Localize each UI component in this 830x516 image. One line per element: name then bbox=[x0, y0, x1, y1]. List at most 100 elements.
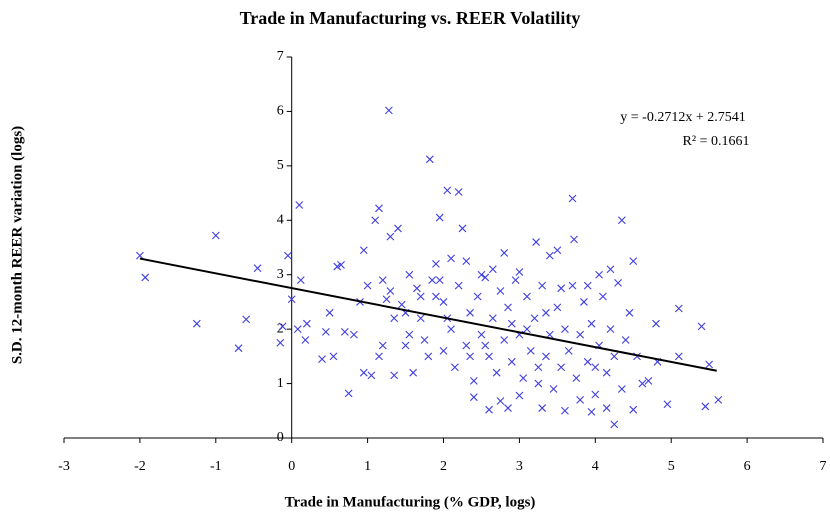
point bbox=[549, 385, 558, 393]
point bbox=[617, 216, 626, 225]
point bbox=[515, 391, 524, 400]
y-tick-label: 7 bbox=[277, 49, 284, 64]
x-tick-label: -2 bbox=[134, 459, 146, 474]
point bbox=[466, 308, 474, 317]
point bbox=[485, 352, 493, 361]
point bbox=[545, 251, 554, 260]
point bbox=[367, 371, 376, 380]
point bbox=[234, 344, 243, 353]
x-tick-label: 6 bbox=[744, 459, 751, 474]
point bbox=[583, 281, 592, 290]
point bbox=[488, 314, 497, 323]
point bbox=[340, 327, 349, 336]
x-tick-label: 2 bbox=[440, 459, 447, 474]
point bbox=[450, 363, 459, 372]
point bbox=[477, 270, 486, 279]
point bbox=[523, 325, 531, 334]
point bbox=[504, 303, 512, 312]
trend-equation: y = -0.2712x + 2.7541 bbox=[620, 110, 745, 125]
y-tick-label: 5 bbox=[277, 158, 284, 173]
point bbox=[492, 368, 501, 377]
point bbox=[557, 363, 566, 372]
point bbox=[325, 308, 334, 317]
point bbox=[572, 374, 581, 383]
point bbox=[602, 368, 611, 377]
y-tick-label: 0 bbox=[277, 430, 284, 445]
point bbox=[532, 238, 540, 246]
point bbox=[337, 261, 345, 269]
point bbox=[705, 360, 714, 369]
point bbox=[701, 402, 710, 411]
point bbox=[439, 347, 448, 355]
point bbox=[424, 352, 433, 361]
point bbox=[390, 371, 399, 380]
point bbox=[576, 396, 585, 404]
point bbox=[439, 298, 448, 306]
point bbox=[375, 352, 383, 361]
point bbox=[293, 325, 302, 334]
point bbox=[454, 188, 463, 196]
point bbox=[384, 106, 393, 115]
point bbox=[409, 368, 418, 377]
point bbox=[610, 352, 619, 361]
y-tick-label: 6 bbox=[277, 104, 284, 119]
point bbox=[614, 278, 622, 287]
point bbox=[242, 315, 251, 324]
point bbox=[301, 336, 310, 344]
point bbox=[477, 330, 486, 339]
point bbox=[526, 347, 535, 355]
point bbox=[394, 224, 402, 233]
point bbox=[617, 385, 626, 393]
point bbox=[561, 406, 569, 415]
point bbox=[481, 341, 490, 350]
point bbox=[469, 393, 478, 402]
point bbox=[507, 357, 516, 366]
point bbox=[557, 284, 566, 293]
point bbox=[284, 251, 292, 260]
point bbox=[534, 379, 543, 388]
point bbox=[538, 281, 547, 290]
point bbox=[504, 404, 512, 412]
point bbox=[606, 265, 615, 274]
point bbox=[397, 300, 406, 309]
point bbox=[496, 287, 505, 295]
point bbox=[697, 322, 706, 331]
x-tick-label: 3 bbox=[516, 459, 523, 474]
point bbox=[523, 292, 531, 301]
point bbox=[192, 319, 201, 328]
point bbox=[629, 257, 638, 265]
point bbox=[473, 292, 482, 301]
point bbox=[587, 407, 596, 416]
point bbox=[542, 352, 550, 361]
point bbox=[287, 295, 296, 304]
point bbox=[515, 268, 524, 276]
y-tick-label: 1 bbox=[277, 376, 284, 391]
point bbox=[629, 405, 638, 414]
point bbox=[318, 355, 326, 363]
x-tick-label: -1 bbox=[210, 459, 222, 474]
point bbox=[386, 287, 395, 295]
point bbox=[447, 325, 455, 334]
point bbox=[534, 363, 543, 372]
point bbox=[462, 341, 471, 350]
y-tick-label: 3 bbox=[277, 267, 284, 282]
point bbox=[674, 304, 683, 313]
point bbox=[405, 270, 414, 279]
point bbox=[500, 336, 509, 344]
point bbox=[425, 155, 434, 164]
point bbox=[375, 204, 383, 213]
point bbox=[321, 327, 330, 336]
point bbox=[663, 400, 672, 409]
point bbox=[507, 319, 516, 328]
point bbox=[591, 390, 600, 399]
point bbox=[595, 270, 603, 279]
point bbox=[405, 330, 414, 339]
x-axis-label: Trade in Manufacturing (% GDP, logs) bbox=[285, 494, 536, 510]
point bbox=[447, 254, 455, 263]
point bbox=[644, 376, 653, 385]
point bbox=[564, 347, 573, 355]
point bbox=[511, 276, 520, 285]
point bbox=[371, 216, 380, 225]
r-squared: R² = 0.1661 bbox=[683, 134, 750, 149]
